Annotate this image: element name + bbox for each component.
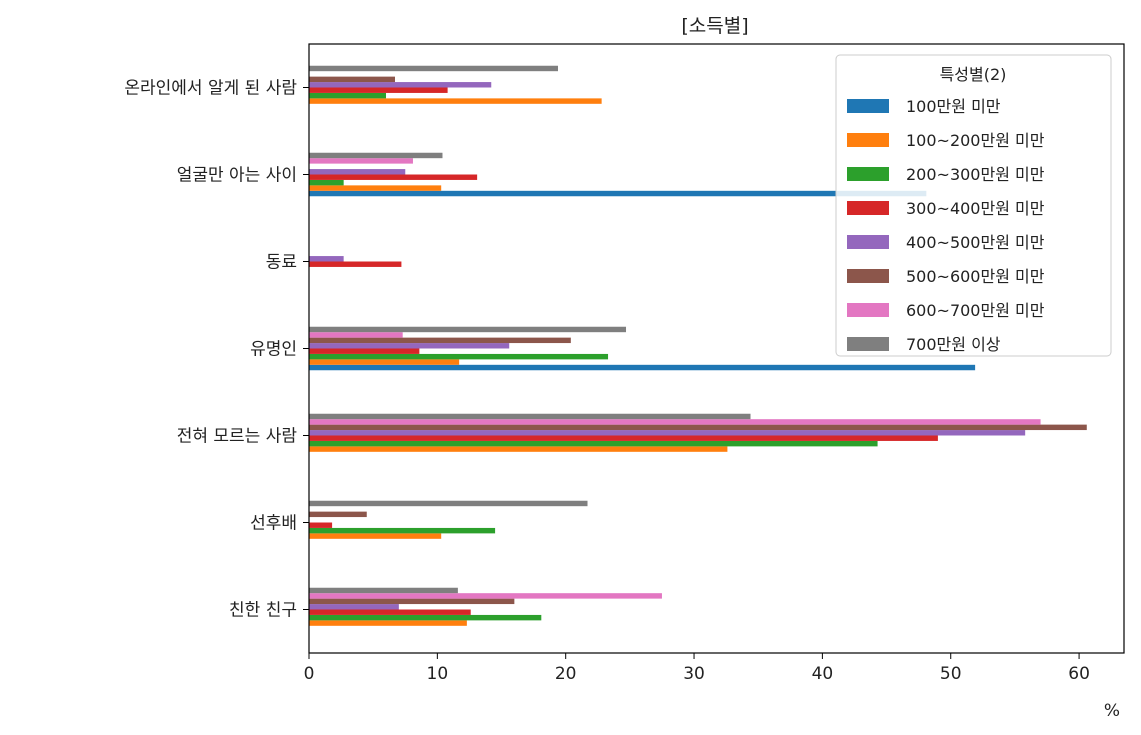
y-tick-label: 동료 — [266, 253, 297, 273]
bar — [309, 185, 442, 191]
legend: 특성별(2) 100만원 미만 100~200만원 미만 200~300만원 미만 3… — [835, 54, 1112, 357]
legend-label: 300~400만원 미만 — [906, 199, 1045, 218]
y-tick-label: 친한 친구 — [229, 601, 297, 621]
x-tick-label: 20 — [555, 664, 577, 684]
bar — [309, 527, 496, 534]
legend-title: 특성별(2) — [940, 65, 1007, 84]
legend-label: 700만원 이상 — [906, 335, 1001, 354]
bar — [309, 511, 367, 518]
legend-label: 200~300만원 미만 — [906, 165, 1045, 184]
bar — [309, 337, 571, 344]
bar — [309, 609, 471, 615]
bar — [309, 440, 878, 447]
y-tick-label: 전혀 모르는 사람 — [177, 427, 298, 447]
bar — [309, 598, 515, 605]
x-tick-label: 30 — [683, 664, 705, 684]
bar — [309, 413, 751, 420]
x-tick-label: 50 — [940, 664, 962, 684]
bar — [309, 174, 478, 180]
bar — [309, 419, 1041, 425]
bar — [309, 359, 460, 365]
x-tick-label: 40 — [812, 664, 834, 684]
bar — [309, 435, 938, 441]
bar — [309, 179, 344, 186]
x-axis: 0 10 20 30 40 50 60 — [304, 653, 1090, 684]
bar — [309, 98, 602, 104]
x-tick-label: 10 — [427, 664, 449, 684]
bar — [309, 190, 927, 197]
x-tick-label: 0 — [304, 664, 315, 684]
bar — [309, 593, 662, 599]
legend-frame — [835, 54, 1112, 357]
bar — [309, 326, 627, 333]
legend-label: 600~700만원 미만 — [906, 301, 1045, 320]
plot-area — [309, 65, 1087, 626]
legend-swatch — [847, 99, 889, 113]
bar — [309, 500, 588, 507]
bar — [309, 533, 442, 539]
bar — [309, 261, 402, 267]
bar — [309, 587, 458, 594]
legend-label: 500~600만원 미만 — [906, 267, 1045, 286]
y-tick-label: 온라인에서 알게 된 사람 — [124, 79, 297, 99]
legend-label: 100만원 미만 — [906, 97, 1001, 116]
y-tick-label: 유명인 — [250, 340, 297, 360]
bar — [309, 92, 387, 99]
bar — [309, 620, 467, 626]
legend-swatch — [847, 235, 889, 249]
legend-swatch — [847, 303, 889, 317]
bar — [309, 353, 609, 360]
bar — [309, 256, 344, 262]
legend-label: 400~500만원 미만 — [906, 233, 1045, 252]
legend-label: 100~200만원 미만 — [906, 131, 1045, 150]
legend-swatch — [847, 269, 889, 283]
legend-swatch — [847, 133, 889, 147]
bar — [309, 82, 492, 88]
bar — [309, 343, 510, 349]
bar — [309, 446, 728, 452]
x-axis-label: % — [1104, 701, 1120, 721]
bar — [309, 614, 542, 621]
bar — [309, 364, 976, 371]
bar — [309, 169, 406, 175]
bar — [309, 65, 558, 72]
bar — [309, 604, 399, 610]
legend-swatch — [847, 337, 889, 351]
x-tick-label: 60 — [1068, 664, 1090, 684]
bar — [309, 424, 1087, 431]
y-tick-label: 얼굴만 아는 사이 — [177, 166, 297, 186]
legend-swatch — [847, 167, 889, 181]
bar — [309, 87, 448, 93]
bar — [309, 152, 443, 159]
bar — [309, 76, 395, 83]
bar — [309, 522, 333, 528]
y-axis: 친한 친구 선후배 전혀 모르는 사람 유명인 동료 얼굴만 아는 사이 온라인에서 알게 … — [124, 79, 309, 621]
bar — [309, 348, 420, 354]
chart-title: [소득별] — [681, 15, 748, 37]
bar — [309, 158, 413, 164]
legend-items: 100만원 미만 100~200만원 미만 200~300만원 미만 300~400만… — [847, 97, 1045, 354]
bar — [309, 430, 1026, 436]
y-tick-label: 선후배 — [250, 514, 297, 534]
legend-swatch — [847, 201, 889, 215]
bar — [309, 332, 403, 338]
